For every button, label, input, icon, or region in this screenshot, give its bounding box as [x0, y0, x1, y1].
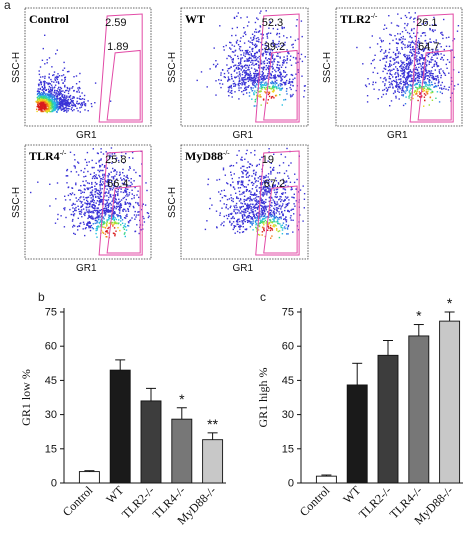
gate-percent-outer: 19 [262, 154, 274, 166]
chart-c-y-tick-label: 30 [282, 409, 294, 421]
chart-b-y-tick-label: 45 [45, 375, 57, 387]
flow-plot-events [35, 34, 112, 114]
gate-outer [255, 150, 300, 256]
flow-cytometry-panels: 2.59 1.89 Control SSC-H GR1 52.3 39.2 WT SSC-H GR… [11, 7, 463, 274]
gate-percent-inner: 66.4 [107, 178, 128, 190]
chart-b-category-label: TLR2-/- [119, 483, 157, 521]
flow-plot-y-label: SSC-H [167, 187, 178, 218]
chart-c-category-label: TLR2-/- [356, 483, 394, 521]
flow-plot-y-label: SSC-H [11, 187, 22, 218]
gate-percent-outer: 52.3 [262, 17, 283, 29]
chart-b-y-tick-label: 75 [45, 307, 57, 319]
flow-plot-title-superscript: -/- [60, 149, 67, 157]
chart-b-bar-2 [109, 369, 131, 484]
chart-b-y-label: GR1 low % [19, 369, 33, 426]
gate-inner [263, 185, 298, 254]
chart-c-y-tick-label: 45 [282, 375, 294, 387]
chart-b-y-tick-label: 60 [45, 341, 57, 353]
flow-plot-1: 2.59 1.89 Control SSC-H GR1 [11, 7, 152, 141]
chart-b-bar-1 [78, 471, 100, 484]
flow-plot-title: Control [29, 12, 69, 26]
chart-c-significance: * [416, 308, 422, 324]
panel-label-b: b [38, 290, 45, 304]
chart-b-bar-3 [140, 400, 162, 484]
gate-percent-outer: 2.59 [105, 17, 126, 29]
chart-b-y-tick-label: 0 [51, 478, 57, 490]
flow-plot-x-label: GR1 [233, 130, 254, 141]
chart-c-y-tick-label: 15 [282, 443, 294, 455]
panel-label-c: c [260, 290, 266, 304]
flow-plot-events [30, 147, 150, 239]
chart-c-y-tick-label: 75 [282, 307, 294, 319]
gate-outer [98, 13, 143, 123]
chart-c-bar-3 [377, 354, 399, 484]
flow-plot-4: 25.8 66.4 TLR4-/- SSC-H GR1 [11, 144, 152, 274]
chart-c-category-label: Control [297, 483, 333, 519]
chart-b-bar-4 [171, 418, 193, 484]
panel-label-a: a [4, 0, 11, 12]
gate-outer [255, 13, 300, 123]
flow-plot-title: MyD88-/- [185, 149, 230, 163]
gate-inner [106, 185, 141, 254]
flow-plot-x-label: GR1 [233, 263, 254, 274]
gate-inner [417, 49, 452, 121]
gate-percent-inner: 64.7 [418, 41, 439, 53]
flow-plot-title-superscript: -/- [371, 12, 378, 20]
flow-plot-2: 52.3 39.2 WT SSC-H GR1 [167, 7, 309, 141]
flow-plot-x-label: GR1 [387, 130, 408, 141]
chart-b-significance: * [179, 391, 185, 407]
gate-percent-outer: 25.8 [105, 154, 126, 166]
flow-plot-events [204, 147, 306, 239]
chart-c-y-tick-label: 60 [282, 341, 294, 353]
flow-plot-y-label: SSC-H [11, 52, 22, 83]
chart-c-bar-2 [346, 384, 368, 484]
gate-inner [263, 49, 298, 121]
chart-c-bar-4 [408, 335, 430, 484]
chart-c-category-label: WT [340, 483, 364, 507]
flow-plot-title-superscript: -/- [223, 149, 230, 157]
gate-inner [106, 49, 141, 121]
chart-b-y-tick-label: 30 [45, 409, 57, 421]
flow-plot-x-label: GR1 [76, 130, 97, 141]
flow-plot-x-label: GR1 [76, 263, 97, 274]
gate-percent-outer: 26.1 [416, 17, 437, 29]
chart-b-significance: ** [207, 416, 218, 432]
chart-b-category-label: WT [103, 483, 127, 507]
chart-c-bar-1 [315, 475, 337, 484]
gate-percent-inner: 67.2 [264, 178, 285, 190]
chart-b-category-label: Control [60, 483, 96, 519]
flow-plot-3: 26.1 64.7 TLR2-/- SSC-H GR1 [322, 7, 463, 141]
flow-plot-y-label: SSC-H [167, 52, 178, 83]
chart-c-significance: * [447, 295, 453, 311]
chart-c-y-tick-label: 0 [288, 478, 294, 490]
gate-percent-inner: 1.89 [107, 41, 128, 53]
flow-plot-5: 19 67.2 MyD88-/- SSC-H GR1 [167, 144, 309, 274]
flow-plot-title: WT [185, 12, 205, 26]
flow-plot-title: TLR4-/- [29, 149, 67, 163]
flow-plot-title: TLR2-/- [340, 12, 378, 26]
chart-c-y-label: GR1 high % [256, 367, 270, 427]
flow-plot-y-label: SSC-H [322, 52, 333, 83]
gate-percent-inner: 39.2 [264, 41, 285, 53]
chart-b-bar-5 [202, 439, 224, 484]
gate-outer [98, 150, 143, 256]
chart-b-y-tick-label: 15 [45, 443, 57, 455]
gate-outer [409, 13, 454, 123]
chart-c-bar-5 [439, 320, 461, 484]
